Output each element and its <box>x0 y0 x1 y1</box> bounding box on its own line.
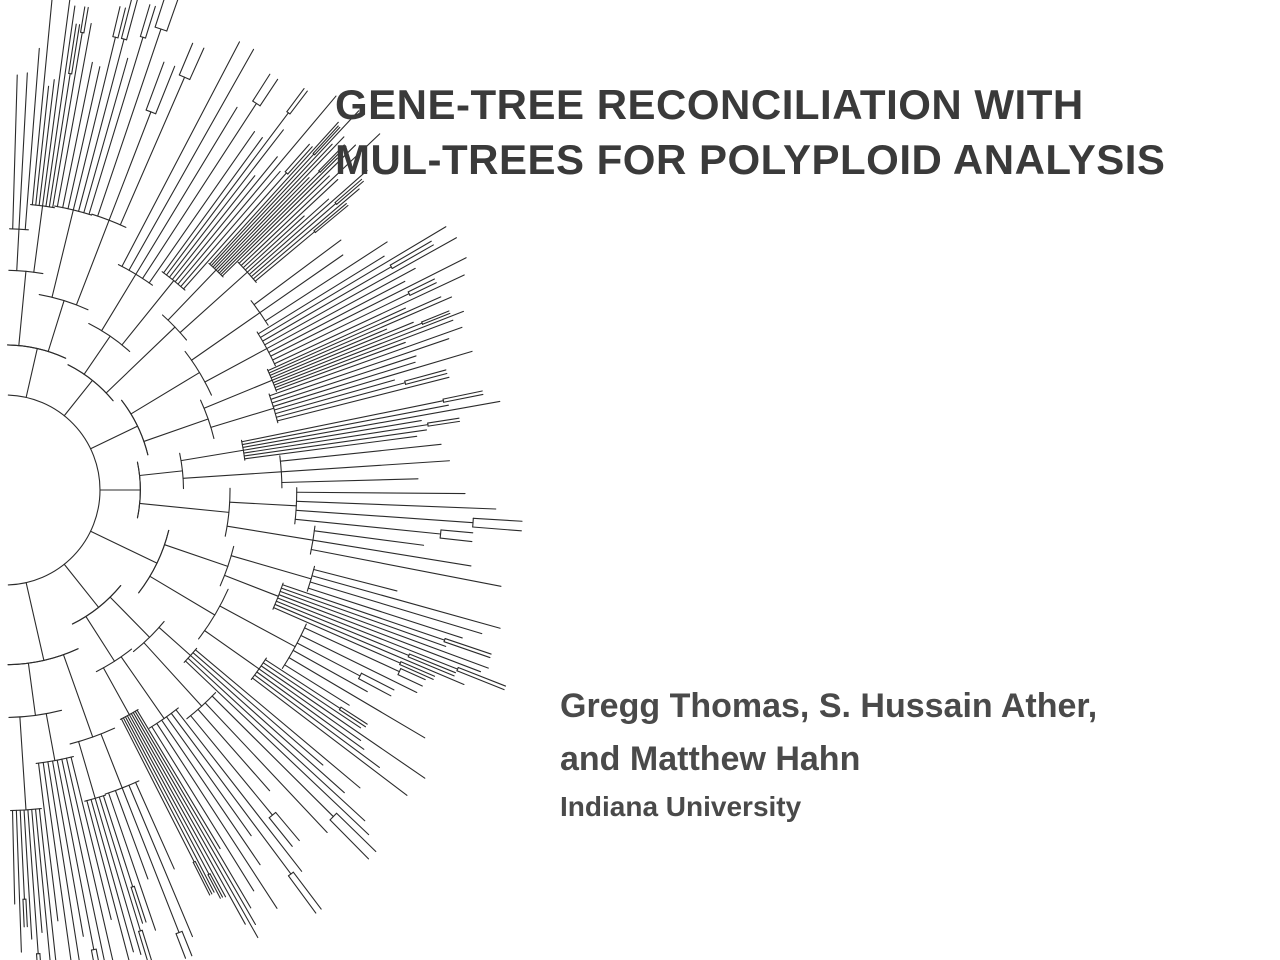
title-line-2: MUL-TREES FOR POLYPLOID ANALYSIS <box>335 133 1255 188</box>
title-line-1: GENE-TREE RECONCILIATION WITH <box>335 78 1255 133</box>
authors-block: Gregg Thomas, S. Hussain Ather, and Matt… <box>560 680 1260 823</box>
title-block: GENE-TREE RECONCILIATION WITH MUL-TREES … <box>335 78 1255 187</box>
authors-line-1: Gregg Thomas, S. Hussain Ather, <box>560 680 1260 733</box>
title-slide: GENE-TREE RECONCILIATION WITH MUL-TREES … <box>0 0 1280 960</box>
authors-line-2: and Matthew Hahn <box>560 733 1260 786</box>
affiliation: Indiana University <box>560 791 1260 823</box>
